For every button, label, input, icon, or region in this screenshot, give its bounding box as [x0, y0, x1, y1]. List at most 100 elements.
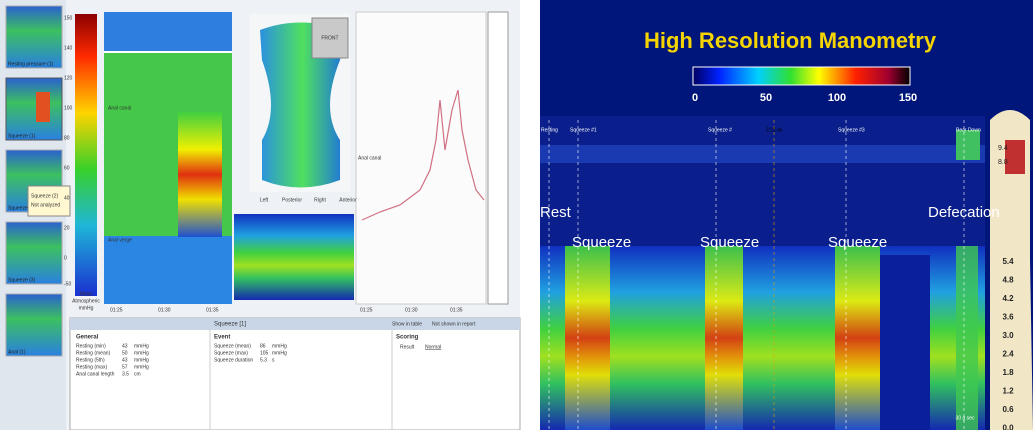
score-value: Normal [425, 344, 441, 350]
depth-label: 0.6 [1002, 405, 1014, 414]
section-heading: Event [214, 335, 230, 341]
squeeze-region [178, 112, 222, 237]
scale-bar-label: 30 g sec [956, 415, 975, 421]
metric-cell: Resting (min) [76, 343, 106, 349]
scale-tick: 120 [64, 75, 73, 81]
phase-label: Defecation [928, 204, 1000, 221]
metric-cell: mmHg [272, 343, 287, 349]
metric-cell: Squeeze (mean) [214, 343, 251, 349]
plot-label: Anal canal [108, 105, 131, 111]
tooltip-text: Squeeze (2) [31, 193, 59, 199]
depth-label: 3.6 [1002, 313, 1014, 322]
colorbar-label: 0 [692, 92, 698, 104]
thumbnail [6, 6, 62, 68]
defecation-column [956, 246, 978, 430]
metric-cell: 43 [122, 357, 128, 363]
metric-cell: 57 [122, 364, 128, 370]
metric-cell: mmHg [134, 364, 149, 370]
direction-label: Anterior [339, 197, 357, 203]
metric-cell: 105 [260, 350, 269, 356]
depth-label: 4.2 [1002, 294, 1014, 303]
scale-tick: 100 [64, 105, 73, 111]
scroll-track [488, 12, 508, 304]
colorbar-label: 100 [828, 92, 846, 104]
marker-label: 2:22.4s [766, 127, 783, 133]
scale-caption: Mean [80, 291, 93, 297]
thumbnail-highlight [36, 92, 50, 122]
thumbnail-label: Squeeze (3) [8, 277, 36, 283]
phase-label: Squeeze [700, 234, 759, 251]
phase-label: Squeeze [572, 234, 631, 251]
time-label: 01:35 [206, 307, 219, 313]
radial-map [234, 214, 354, 300]
scale-tick: 40 [64, 195, 70, 201]
scale-tick: 20 [64, 225, 70, 231]
scale-tick: 60 [64, 165, 70, 171]
scale-tick: 80 [64, 135, 70, 141]
marker-label: Squeeze # [708, 127, 732, 133]
tooltip-text: Not analyzed [31, 202, 60, 208]
scale-tick: 140 [64, 45, 73, 51]
plot-label: Anal verge [108, 237, 132, 243]
scale-tick: 150 [64, 15, 73, 21]
upper-stripe [540, 145, 985, 163]
colorbar-label: 150 [899, 92, 917, 104]
panel-title: Squeeze [1] [214, 322, 246, 328]
trace-label: Anal canal [358, 155, 381, 161]
color-scale [75, 14, 97, 296]
trace-time: 01:25 [360, 307, 373, 313]
phase-label: Squeeze [828, 234, 887, 251]
direction-label: Left [260, 197, 269, 203]
metric-cell: mmHg [134, 350, 149, 356]
probe-label: 8.8 [998, 159, 1008, 166]
probe-label: 9.4 [998, 145, 1008, 152]
metric-cell: 43 [122, 343, 128, 349]
thumbnail [6, 294, 62, 356]
low-pressure-zone [880, 255, 930, 430]
metric-cell: 86 [260, 343, 266, 349]
metric-cell: mmHg [272, 350, 287, 356]
screenshot: Resting pressure (1) Squeeze (1) Squeeze (… [0, 0, 1033, 430]
metric-cell: Resting (5th) [76, 357, 105, 363]
front-label: FRONT [321, 35, 338, 41]
bear-down-spot [956, 130, 980, 160]
marker-label: Squeeze #3 [838, 127, 865, 133]
time-label: 01:25 [110, 307, 123, 313]
depth-label: 1.8 [1002, 368, 1014, 377]
metric-cell: mmHg [134, 343, 149, 349]
section-heading: Scoring [396, 335, 419, 341]
direction-label: Posterior [282, 197, 302, 203]
squeeze-column [835, 246, 880, 430]
thumbnails: Resting pressure (1) Squeeze (1) Squeeze (… [6, 6, 62, 356]
depth-label: 0.0 [1002, 424, 1014, 430]
score-label: Result [400, 344, 415, 350]
metric-cell: 3.5 [122, 371, 129, 377]
section-heading: General [76, 335, 99, 341]
depth-label: 1.2 [1002, 387, 1014, 396]
depth-label: 3.0 [1002, 331, 1014, 340]
probe-sensor [1005, 140, 1025, 174]
thumbnail-label: Squeeze (1) [8, 133, 36, 139]
metric-cell: Squeeze duration [214, 357, 253, 363]
direction-label: Right [314, 197, 326, 203]
scale-caption: mmHg [79, 305, 94, 311]
plot-top [104, 12, 232, 52]
metric-cell: Anal canal length [76, 371, 115, 377]
metric-cell: 50 [122, 350, 128, 356]
depth-label: 2.4 [1002, 350, 1014, 359]
scale-tick: 0 [64, 255, 67, 261]
metric-cell: 5.3 [260, 357, 267, 363]
title: High Resolution Manometry [644, 28, 937, 53]
time-label: 01:30 [158, 307, 171, 313]
marker-label: Resting [541, 127, 558, 133]
top-band [540, 116, 985, 246]
metric-cell: Squeeze (max) [214, 350, 248, 356]
phase-label: Rest [540, 204, 572, 221]
plot-bottom [104, 236, 232, 304]
colorbar [693, 67, 910, 85]
thumbnail [6, 222, 62, 284]
thumbnail-label: Anal (1) [8, 349, 26, 355]
trace-time: 01:35 [450, 307, 463, 313]
depth-label: 4.8 [1002, 276, 1014, 285]
thumbnail-label: Resting pressure (1) [8, 61, 54, 67]
